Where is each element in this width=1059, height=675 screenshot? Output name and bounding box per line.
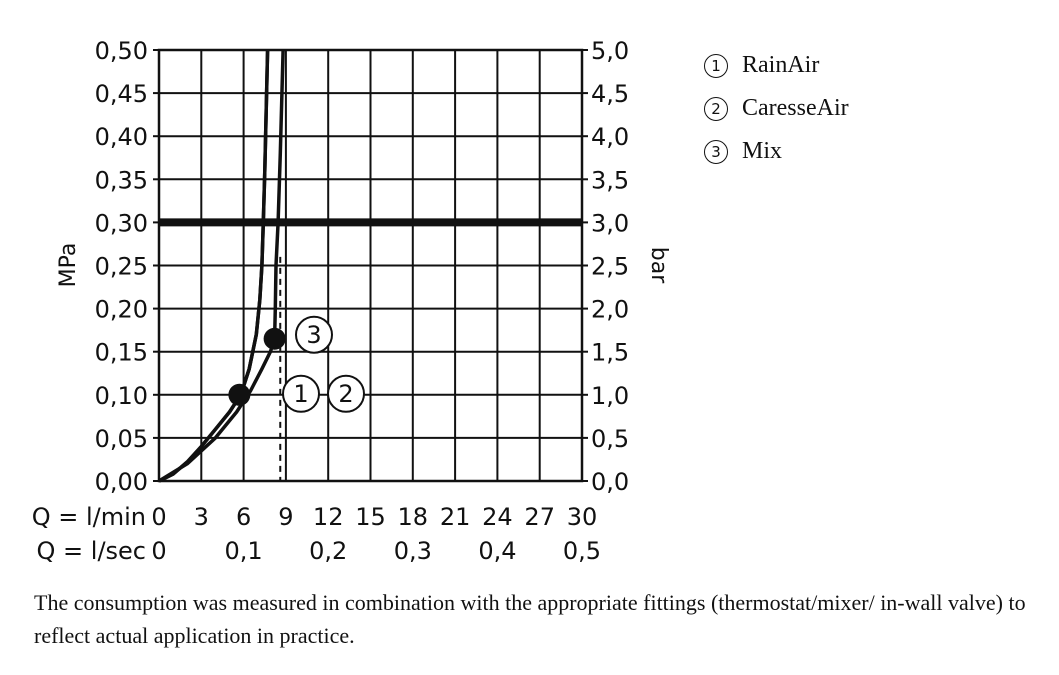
point-label-circle xyxy=(282,374,320,413)
x-secondary-tick-label: 0 xyxy=(151,537,166,565)
x-primary-axis-label: Q = l/min xyxy=(32,503,146,531)
x-secondary-tick-label: 0,5 xyxy=(563,537,601,565)
x-secondary-tick-label: 0,2 xyxy=(309,537,347,565)
legend-item-mix: 3 Mix xyxy=(704,130,849,173)
legend-label: Mix xyxy=(742,138,783,164)
y-right-axis-title: bar xyxy=(646,247,671,284)
point-label-2: 2 xyxy=(338,380,353,408)
legend: 1 RainAir 2 CaresseAir 3 Mix xyxy=(704,44,849,173)
flow-pressure-chart: 0,000,050,100,150,200,250,300,350,400,45… xyxy=(32,37,671,565)
x-secondary-axis-label: Q = l/sec xyxy=(37,537,146,565)
legend-marker-3: 3 xyxy=(704,139,728,164)
y-right-tick-label: 1,5 xyxy=(591,339,629,367)
point-label-circle xyxy=(295,315,333,354)
y-right-tick-label: 0,5 xyxy=(591,425,629,453)
series-line-3 xyxy=(158,49,285,483)
x-secondary-tick-label: 0,4 xyxy=(478,537,516,565)
x-primary-tick-label: 18 xyxy=(398,503,429,531)
point-label-3: 3 xyxy=(306,321,321,349)
x-primary-tick-label: 6 xyxy=(236,503,251,531)
point-label-1: 1 xyxy=(293,380,308,408)
point-markers: 1 2 3 xyxy=(228,315,365,413)
x-primary-tick-label: 21 xyxy=(440,503,471,531)
tick-labels: 0,000,050,100,150,200,250,300,350,400,45… xyxy=(32,37,671,565)
legend-label: RainAir xyxy=(742,52,820,78)
y-left-tick-label: 0,10 xyxy=(95,382,148,410)
x-primary-tick-label: 0 xyxy=(151,503,166,531)
x-primary-tick-label: 30 xyxy=(567,503,598,531)
caption: The consumption was measured in combinat… xyxy=(34,590,1026,648)
legend-label: CaresseAir xyxy=(742,95,849,121)
axes xyxy=(153,48,588,483)
y-right-tick-label: 2,0 xyxy=(591,296,629,324)
x-primary-tick-label: 27 xyxy=(524,503,555,531)
y-left-tick-label: 0,30 xyxy=(95,209,148,237)
y-left-tick-label: 0,20 xyxy=(95,296,148,324)
y-left-tick-label: 0,25 xyxy=(95,253,148,281)
y-right-tick-label: 5,0 xyxy=(591,37,629,65)
y-left-tick-label: 0,00 xyxy=(95,468,148,496)
y-right-tick-label: 2,5 xyxy=(591,253,629,281)
y-left-tick-label: 0,35 xyxy=(95,166,148,194)
plot-frame xyxy=(157,48,584,483)
y-right-tick-label: 3,0 xyxy=(591,209,629,237)
x-primary-tick-label: 12 xyxy=(313,503,344,531)
y-left-tick-label: 0,50 xyxy=(95,37,148,65)
x-primary-tick-label: 9 xyxy=(278,503,293,531)
y-right-tick-label: 3,5 xyxy=(591,166,629,194)
point-label-circle xyxy=(327,374,365,413)
y-right-tick-label: 4,0 xyxy=(591,123,629,151)
legend-item-caresseair: 2 CaresseAir xyxy=(704,87,849,130)
y-left-tick-label: 0,05 xyxy=(95,425,148,453)
point-marker-3 xyxy=(263,327,286,350)
y-right-tick-label: 1,0 xyxy=(591,382,629,410)
x-primary-tick-label: 3 xyxy=(194,503,209,531)
y-left-tick-label: 0,15 xyxy=(95,339,148,367)
x-secondary-tick-label: 0,3 xyxy=(394,537,432,565)
y-left-tick-label: 0,40 xyxy=(95,123,148,151)
legend-marker-1: 1 xyxy=(704,53,728,78)
series-curves xyxy=(158,49,285,483)
point-marker-1 xyxy=(228,383,251,406)
y-right-tick-label: 0,0 xyxy=(591,468,629,496)
x-primary-tick-label: 15 xyxy=(355,503,386,531)
y-left-tick-label: 0,45 xyxy=(95,80,148,108)
y-right-tick-label: 4,5 xyxy=(591,80,629,108)
x-secondary-tick-label: 0,1 xyxy=(225,537,263,565)
grid-lines xyxy=(158,49,583,482)
series-line-2 xyxy=(158,49,270,483)
legend-marker-2: 2 xyxy=(704,96,728,121)
legend-item-rainair: 1 RainAir xyxy=(704,44,849,87)
y-left-axis-title: MPa xyxy=(56,243,81,288)
x-primary-tick-label: 24 xyxy=(482,503,513,531)
